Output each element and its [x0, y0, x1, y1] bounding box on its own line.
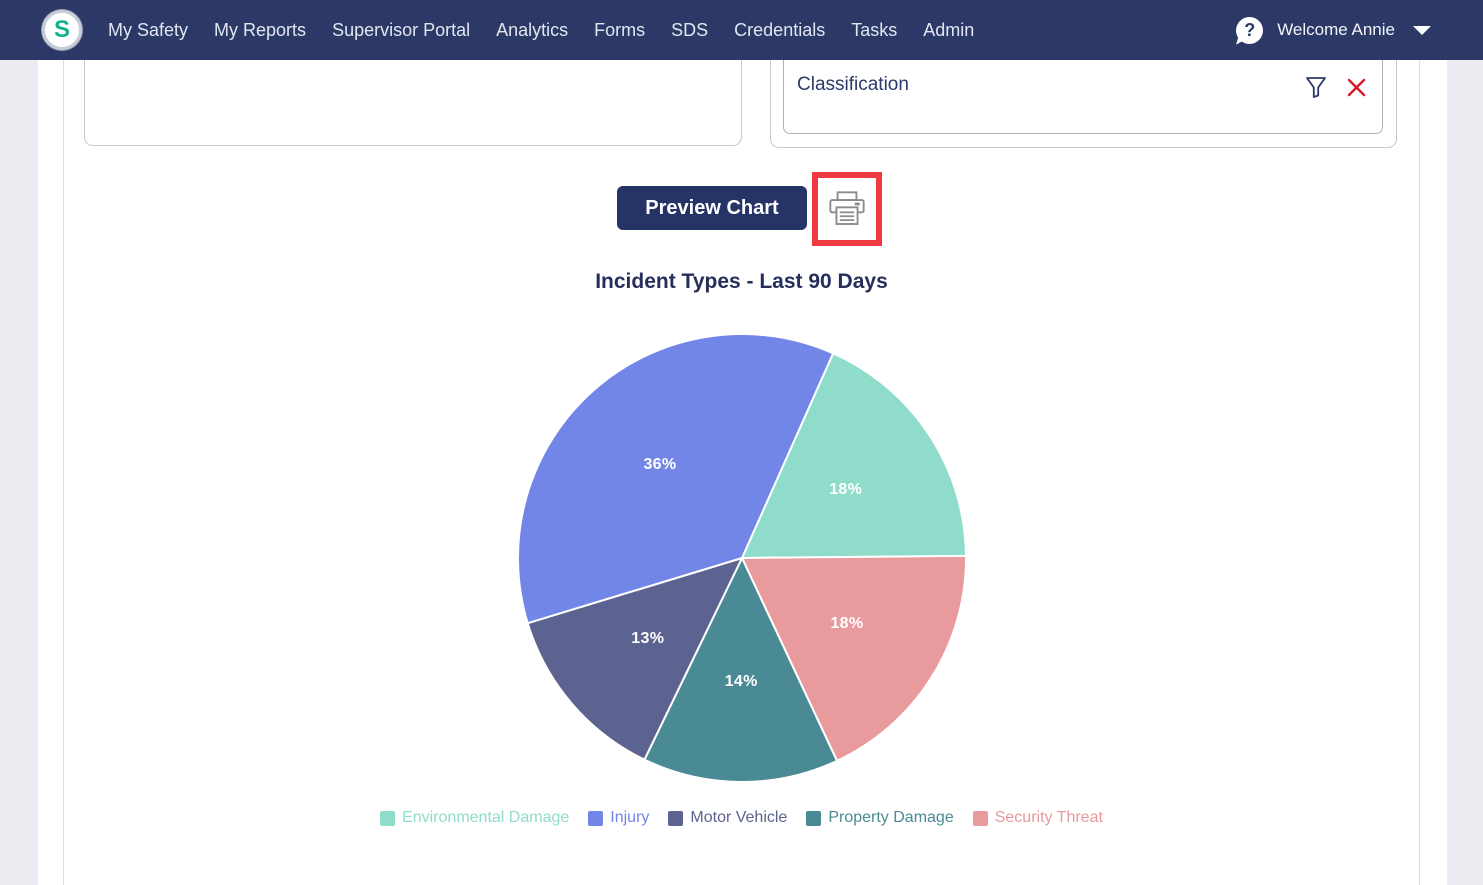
pie-slice-motor-vehicle[interactable] [526, 557, 743, 761]
legend-item-security-threat[interactable]: Security Threat [972, 809, 1103, 827]
pie-slice-value-label-environmental-damage: 18% [829, 480, 863, 498]
nav-item-analytics[interactable]: Analytics [496, 19, 569, 40]
pie-slice-environmental-damage[interactable] [741, 352, 967, 559]
legend-label-security-threat: Security Threat [994, 809, 1103, 826]
legend-swatch-environmental-damage [380, 810, 396, 826]
nav-item-forms[interactable]: Forms [594, 19, 646, 40]
chevron-down-icon[interactable] [1413, 25, 1431, 35]
legend-swatch-security-threat [972, 810, 988, 826]
nav-item-my-safety[interactable]: My Safety [108, 19, 189, 40]
nav-menu: My Safety My Reports Supervisor Portal Anal… [108, 20, 974, 41]
nav-item-tasks[interactable]: Tasks [851, 19, 898, 40]
classification-label: Classification [797, 74, 909, 95]
pie-slice-value-label-motor-vehicle: 13% [631, 629, 665, 647]
pie-slice-value-label-property-damage: 14% [724, 672, 758, 690]
pie-chart: 18% 18% 14% 13% 36% [516, 332, 968, 784]
welcome-user-label: Welcome Annie [1277, 20, 1395, 39]
printer-icon[interactable] [827, 190, 867, 228]
nav-item-admin[interactable]: Admin [923, 19, 975, 40]
pie-slice-injury[interactable] [517, 333, 835, 625]
pie-slice-value-label-security-threat: 18% [830, 615, 864, 633]
preview-chart-button[interactable]: Preview Chart [617, 186, 807, 230]
legend-item-motor-vehicle[interactable]: Motor Vehicle [668, 809, 787, 827]
app-logo-letter: S [53, 16, 70, 43]
print-button-highlight[interactable] [812, 172, 882, 246]
legend-label-injury: Injury [610, 809, 650, 826]
pie-slice-value-label-injury: 36% [643, 456, 677, 474]
nav-item-credentials[interactable]: Credentials [734, 19, 826, 40]
legend-swatch-property-damage [806, 810, 822, 826]
legend-swatch-injury [588, 810, 604, 826]
help-icon[interactable]: ? [1236, 16, 1264, 44]
page-gutter-left [0, 60, 38, 885]
nav-item-sds[interactable]: SDS [671, 19, 709, 40]
legend-label-motor-vehicle: Motor Vehicle [690, 809, 788, 826]
legend-item-environmental-damage[interactable]: Environmental Damage [380, 809, 569, 827]
legend-label-environmental-damage: Environmental Damage [402, 809, 570, 826]
filter-panel-left [84, 60, 742, 146]
filter-funnel-icon[interactable] [1305, 76, 1327, 99]
top-nav-bar: S My Safety My Reports Supervisor Portal An… [0, 0, 1483, 60]
classification-filter-box: Classification [783, 60, 1383, 134]
page-gutter-right [1447, 60, 1483, 885]
chart-title: Incident Types - Last 90 Days [595, 270, 888, 293]
clear-x-icon[interactable] [1347, 78, 1366, 97]
nav-item-supervisor-portal[interactable]: Supervisor Portal [332, 19, 471, 40]
app-logo[interactable]: S [42, 10, 82, 50]
legend-swatch-motor-vehicle [668, 810, 684, 826]
pie-slice-property-damage[interactable] [643, 557, 838, 783]
pie-slice-security-threat[interactable] [741, 554, 967, 762]
nav-item-my-reports[interactable]: My Reports [214, 19, 307, 40]
legend-item-property-damage[interactable]: Property Damage [806, 809, 954, 827]
legend-label-property-damage: Property Damage [828, 809, 954, 826]
nav-user-area: ? Welcome Annie [1236, 16, 1431, 44]
chart-legend: Environmental Damage Injury Motor Vehicle P… [63, 809, 1420, 827]
legend-item-injury[interactable]: Injury [588, 809, 649, 827]
